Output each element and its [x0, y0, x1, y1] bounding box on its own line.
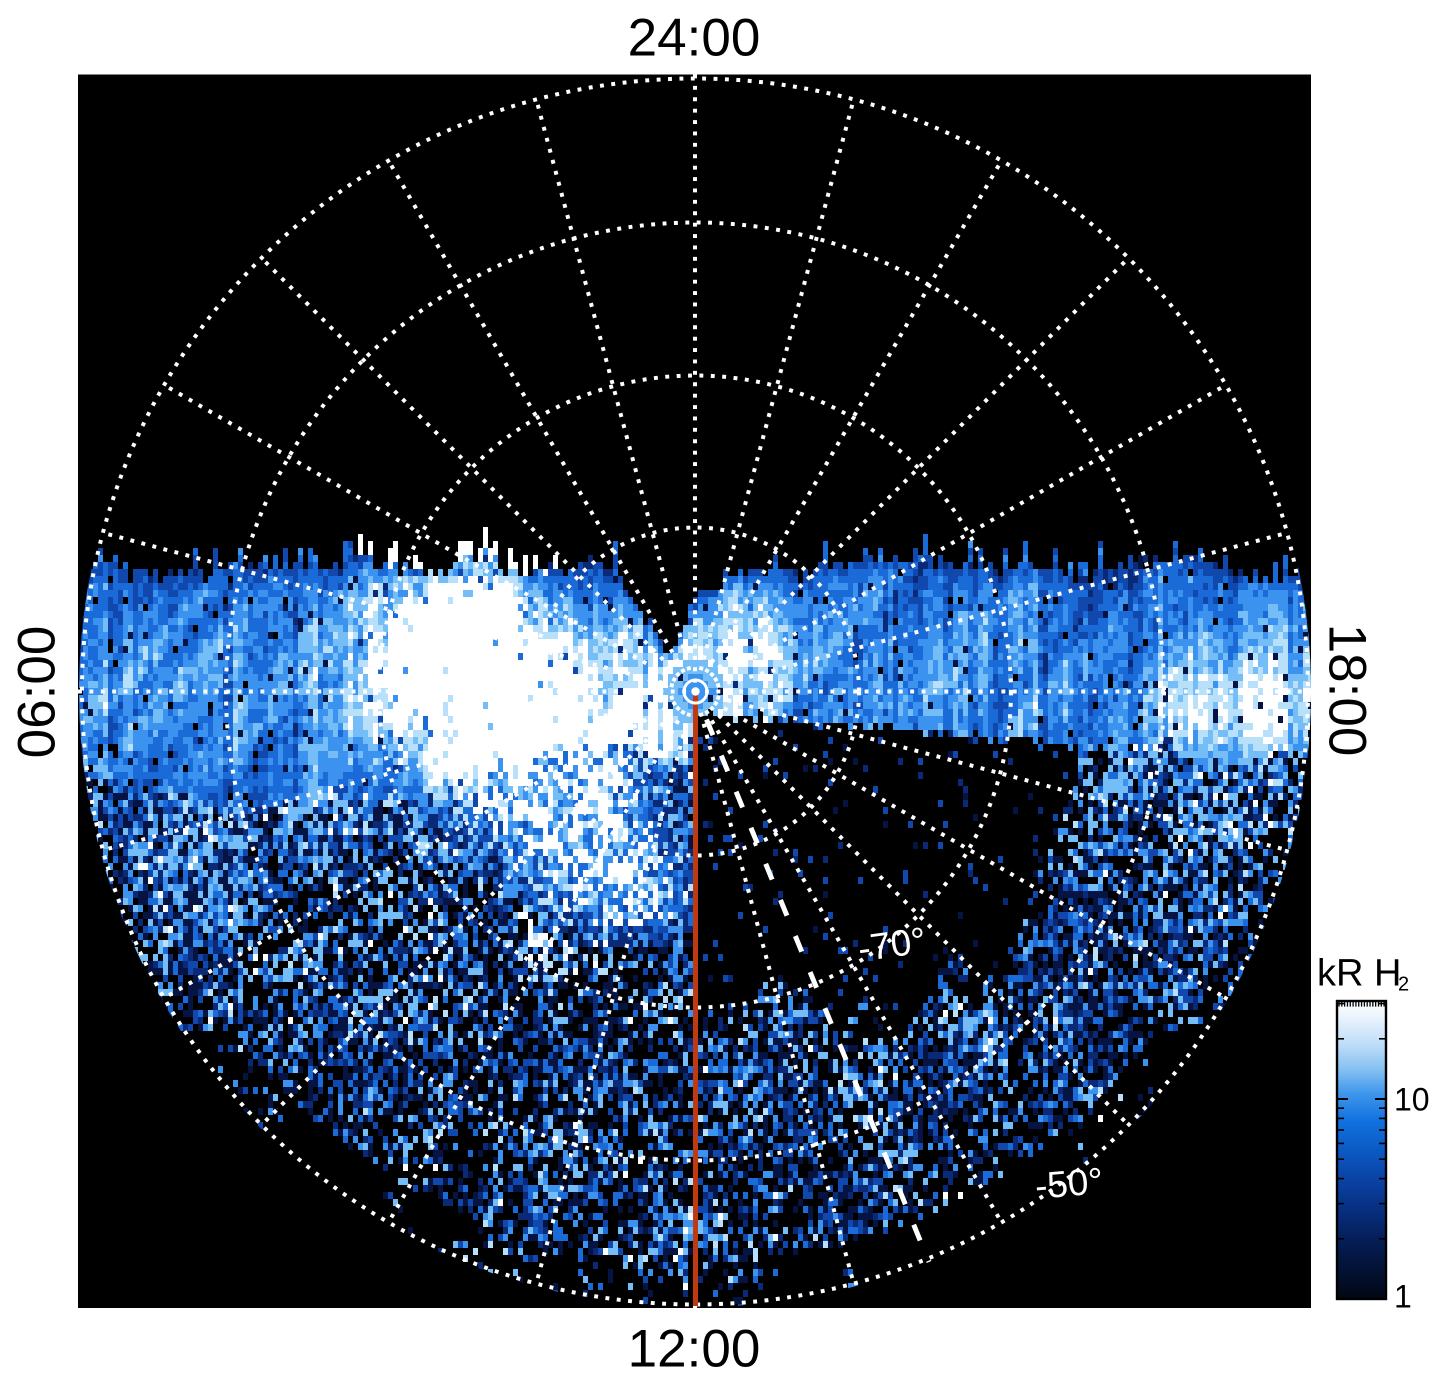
svg-text:06:00: 06:00 — [8, 626, 67, 759]
svg-text:2: 2 — [1398, 974, 1409, 996]
svg-text:-50°: -50° — [1033, 1160, 1105, 1207]
svg-text:10: 10 — [1394, 1082, 1430, 1118]
svg-text:18:00: 18:00 — [1318, 624, 1377, 757]
svg-text:-70°: -70° — [855, 919, 928, 969]
svg-text:12:00: 12:00 — [628, 1320, 761, 1379]
svg-text:kR H: kR H — [1317, 953, 1401, 995]
svg-text:1: 1 — [1394, 1279, 1412, 1315]
svg-text:24:00: 24:00 — [628, 9, 761, 68]
